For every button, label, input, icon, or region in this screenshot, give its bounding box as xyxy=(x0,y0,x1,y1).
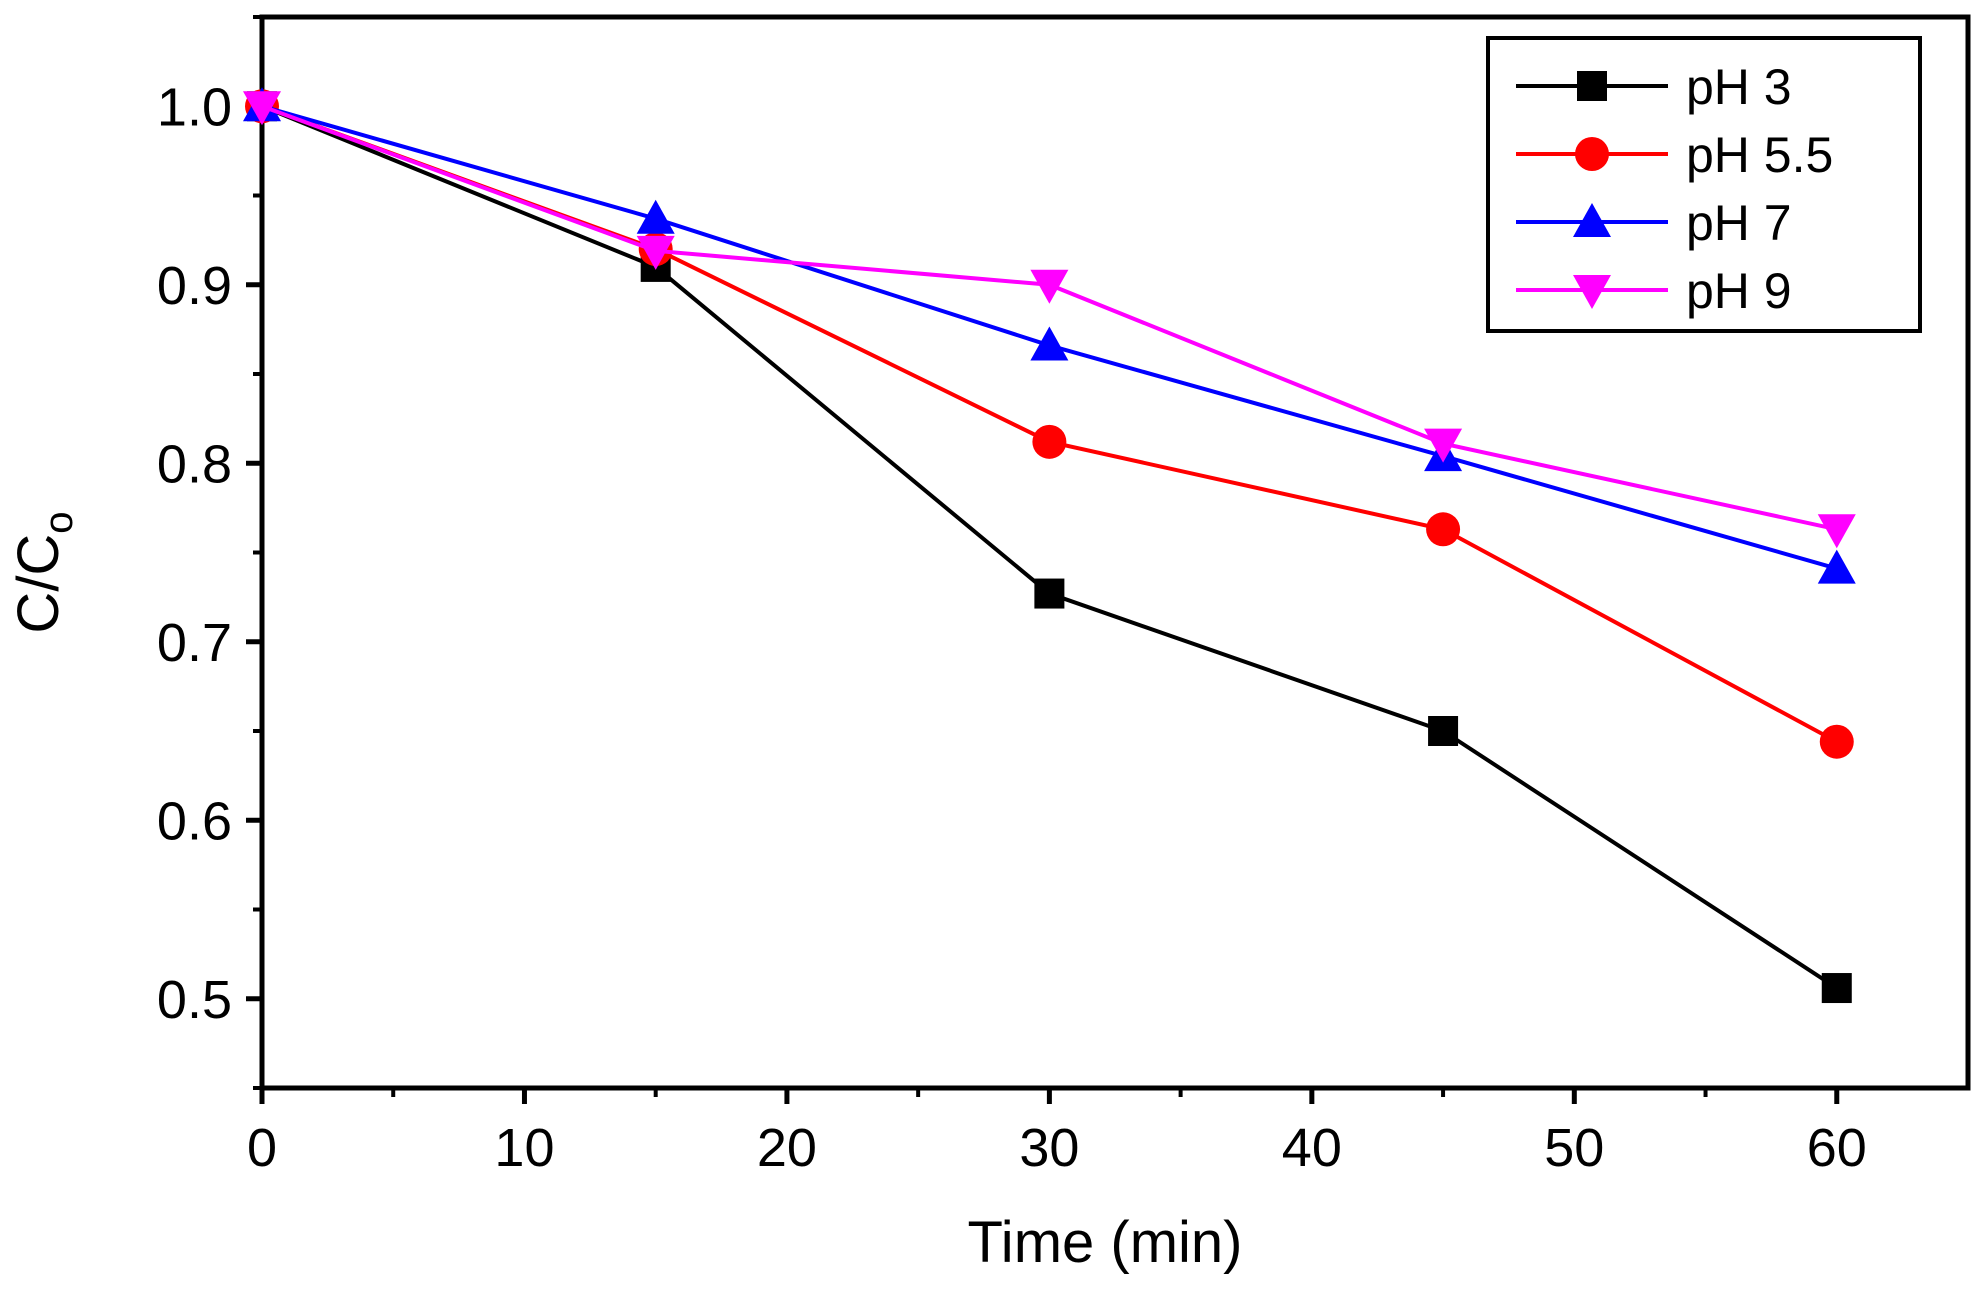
axes: 0 10 20 30 40 50 60 0.5 0.6 0.7 0.8 0.9 1.0 xyxy=(157,14,1971,1178)
x-tick-label: 50 xyxy=(1544,1118,1604,1178)
legend-item: pH 7 xyxy=(1516,195,1792,251)
x-tick-label: 40 xyxy=(1282,1118,1342,1178)
legend-label: pH 9 xyxy=(1686,263,1792,319)
series-layer xyxy=(243,87,1856,1004)
data-point xyxy=(1030,269,1069,304)
data-point xyxy=(636,199,675,234)
y-tick-label: 0.7 xyxy=(157,613,232,673)
data-point xyxy=(243,91,281,126)
axis-labels: Time (min) C/Co xyxy=(6,511,1242,1275)
y-tick-label: 0.5 xyxy=(157,970,232,1030)
data-point xyxy=(1817,514,1856,549)
y-axis-title-subscript: o xyxy=(37,511,81,533)
data-point xyxy=(1034,578,1065,609)
data-point xyxy=(1424,428,1463,463)
data-point xyxy=(1817,549,1856,584)
x-tick-label: 0 xyxy=(247,1118,277,1178)
x-tick-label: 60 xyxy=(1807,1118,1867,1178)
x-tick-label: 20 xyxy=(757,1118,817,1178)
legend-marker xyxy=(1577,71,1607,101)
y-tick-label: 0.9 xyxy=(157,256,232,316)
data-point xyxy=(1030,326,1069,361)
y-axis-title: C/Co xyxy=(6,511,81,633)
legend-item: pH 3 xyxy=(1516,59,1792,115)
y-tick-label: 0.6 xyxy=(157,791,232,851)
data-point xyxy=(1819,724,1854,759)
x-tick-label: 10 xyxy=(494,1118,554,1178)
legend-item: pH 5.5 xyxy=(1516,127,1833,183)
series-ph-7 xyxy=(243,87,1856,584)
y-axis-title-main: C/C xyxy=(6,534,71,634)
legend-marker xyxy=(1573,275,1611,309)
series-ph-9 xyxy=(243,91,1856,549)
y-tick-label: 1.0 xyxy=(157,77,232,137)
x-axis-title: Time (min) xyxy=(968,1210,1243,1275)
legend-marker xyxy=(1573,203,1611,237)
data-point xyxy=(1428,716,1459,746)
x-tick-label: 30 xyxy=(1019,1118,1079,1178)
data-point xyxy=(1821,973,1852,1004)
legend-label: pH 3 xyxy=(1686,59,1792,115)
legend: pH 3 pH 5.5 pH 7 pH 9 xyxy=(1486,36,1922,333)
legend-label: pH 7 xyxy=(1686,195,1792,251)
data-point xyxy=(1032,424,1067,459)
data-point xyxy=(1426,512,1461,547)
legend-item: pH 9 xyxy=(1516,263,1792,319)
legend-label: pH 5.5 xyxy=(1686,127,1833,183)
y-tick-label: 0.8 xyxy=(157,434,232,494)
data-point xyxy=(636,235,675,270)
legend-marker xyxy=(1575,137,1609,171)
